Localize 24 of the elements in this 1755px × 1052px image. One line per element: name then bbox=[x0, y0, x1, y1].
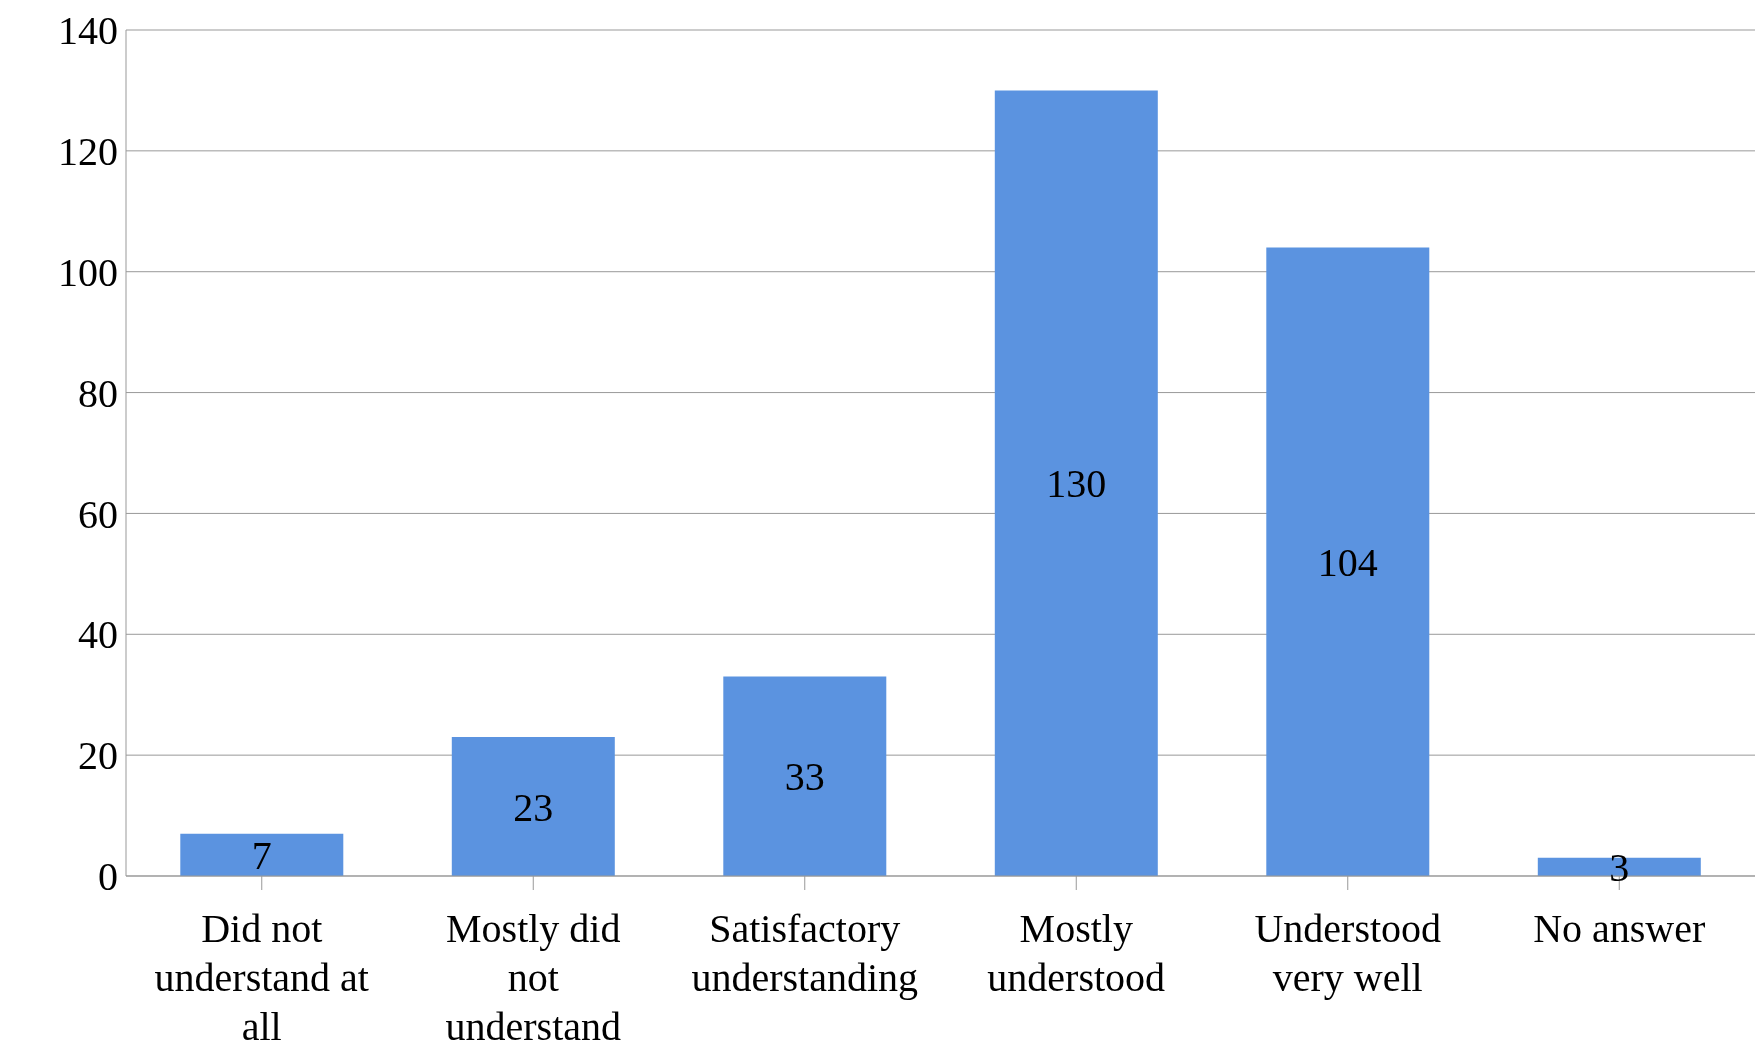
bar bbox=[723, 676, 887, 876]
x-tick-label: Satisfactory understanding bbox=[691, 906, 919, 1000]
bar bbox=[994, 90, 1158, 876]
y-tick-label: 60 bbox=[78, 491, 118, 537]
data-label: 130 bbox=[1046, 461, 1107, 507]
bar bbox=[451, 737, 615, 876]
x-tick-label: No answer bbox=[1533, 906, 1706, 951]
data-label: 23 bbox=[513, 784, 554, 830]
data-label: 7 bbox=[251, 833, 272, 879]
bar bbox=[180, 833, 344, 876]
data-label: 104 bbox=[1317, 539, 1378, 585]
bar bbox=[1266, 247, 1430, 876]
x-tick-label: Understood very well bbox=[1254, 906, 1442, 1000]
y-tick-label: 80 bbox=[78, 370, 118, 416]
x-tick-label: Mostly understood bbox=[987, 906, 1166, 1000]
y-tick-label: 20 bbox=[78, 733, 118, 779]
y-tick-label: 100 bbox=[58, 249, 118, 295]
y-tick-label: 140 bbox=[58, 8, 118, 54]
y-tick-label: 40 bbox=[78, 612, 118, 658]
x-tick-label: Did not understand at all bbox=[154, 906, 369, 1049]
y-tick-label: 120 bbox=[58, 129, 118, 175]
y-tick-label: 0 bbox=[98, 854, 118, 900]
data-label: 33 bbox=[784, 754, 825, 800]
x-tick-label: Mostly did not understand bbox=[445, 906, 622, 1049]
